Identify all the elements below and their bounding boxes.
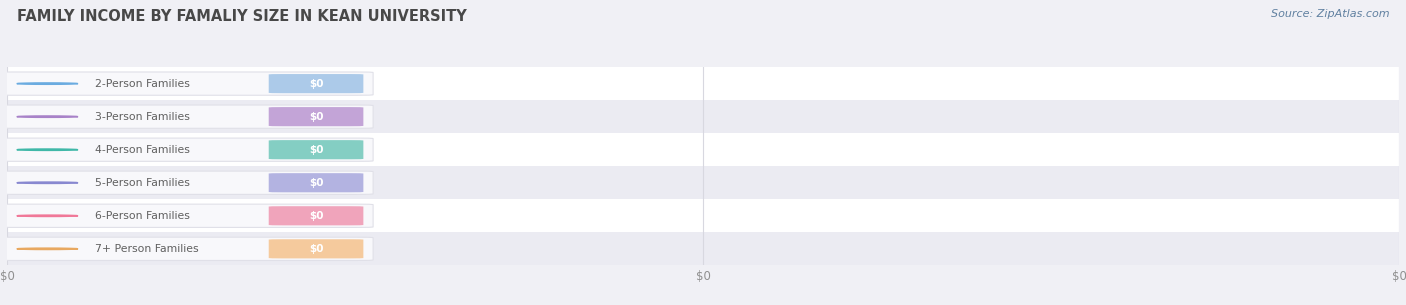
Text: 4-Person Families: 4-Person Families (94, 145, 190, 155)
Circle shape (17, 215, 77, 217)
FancyBboxPatch shape (0, 237, 373, 260)
FancyBboxPatch shape (269, 74, 363, 93)
Text: 5-Person Families: 5-Person Families (94, 178, 190, 188)
Circle shape (17, 248, 77, 249)
Circle shape (17, 83, 77, 84)
Bar (7, 232, 1399, 265)
FancyBboxPatch shape (269, 140, 363, 159)
Text: 7+ Person Families: 7+ Person Families (94, 244, 198, 254)
Text: 2-Person Families: 2-Person Families (94, 79, 190, 89)
Text: $0: $0 (309, 79, 323, 89)
Text: $0: $0 (309, 112, 323, 122)
Circle shape (17, 182, 77, 184)
Bar (7, 166, 1399, 199)
Text: Source: ZipAtlas.com: Source: ZipAtlas.com (1271, 9, 1389, 19)
FancyBboxPatch shape (269, 239, 363, 258)
FancyBboxPatch shape (269, 107, 363, 126)
Circle shape (17, 116, 77, 117)
Text: $0: $0 (309, 178, 323, 188)
FancyBboxPatch shape (0, 204, 373, 228)
Text: 3-Person Families: 3-Person Families (94, 112, 190, 122)
FancyBboxPatch shape (0, 138, 373, 161)
Bar (7, 199, 1399, 232)
Bar (7, 67, 1399, 100)
Bar (7, 133, 1399, 166)
FancyBboxPatch shape (0, 171, 373, 194)
FancyBboxPatch shape (0, 105, 373, 128)
FancyBboxPatch shape (269, 173, 363, 192)
Text: $0: $0 (309, 145, 323, 155)
Bar (7, 100, 1399, 133)
FancyBboxPatch shape (0, 72, 373, 95)
Circle shape (17, 149, 77, 150)
FancyBboxPatch shape (269, 206, 363, 225)
Text: $0: $0 (309, 244, 323, 254)
Text: FAMILY INCOME BY FAMALIY SIZE IN KEAN UNIVERSITY: FAMILY INCOME BY FAMALIY SIZE IN KEAN UN… (17, 9, 467, 24)
Text: $0: $0 (309, 211, 323, 221)
Text: 6-Person Families: 6-Person Families (94, 211, 190, 221)
